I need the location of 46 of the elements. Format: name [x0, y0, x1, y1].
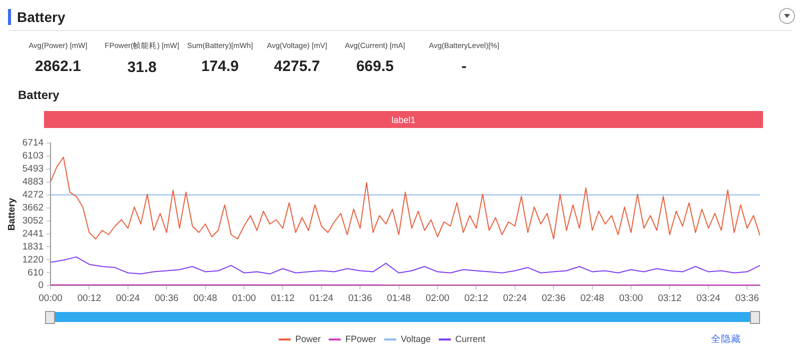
- x-tick-label: 00:12: [77, 292, 102, 304]
- x-tick-label: 00:48: [193, 292, 218, 304]
- y-tick-label: 2441: [22, 228, 44, 240]
- y-tick-label: 3052: [22, 215, 44, 226]
- x-tick-label: 00:00: [38, 292, 62, 304]
- legend-label: FPower: [345, 334, 376, 344]
- x-tick-label: 01:24: [310, 292, 334, 304]
- x-tick-label: 01:12: [270, 292, 295, 304]
- label-strip: label1: [44, 111, 763, 128]
- text: 2862.1: [35, 58, 81, 75]
- text: -: [462, 58, 466, 75]
- y-tick-label: 6714: [22, 138, 44, 149]
- x-tick-label: 03:12: [658, 292, 682, 304]
- y-tick-label: 1220: [22, 254, 44, 266]
- y-axis-title: Battery: [6, 197, 18, 231]
- text: 4275.7: [274, 58, 320, 75]
- legend-label: Current: [455, 334, 486, 344]
- x-tick-label: 01:36: [348, 292, 372, 304]
- x-tick-label: 03:00: [619, 292, 643, 304]
- x-tick-label: 02:00: [426, 292, 450, 304]
- x-tick-label: 03:24: [696, 292, 720, 304]
- x-tick-label: 00:36: [154, 292, 179, 304]
- y-tick-label: 4272: [22, 189, 44, 200]
- x-tick-label: 02:36: [542, 292, 566, 304]
- chart-title: Battery: [18, 88, 60, 102]
- x-tick-label: 00:24: [116, 292, 140, 304]
- y-tick-label: 4883: [22, 176, 44, 188]
- y-tick-label: 610: [28, 267, 44, 278]
- y-tick-label: 6103: [22, 150, 44, 162]
- text: 174.9: [201, 58, 239, 75]
- x-tick-label: 02:24: [503, 292, 527, 304]
- text: 31.8: [127, 59, 157, 76]
- x-tick-label: 01:48: [386, 292, 411, 304]
- y-tick-label: 3662: [22, 202, 44, 214]
- x-tick-label: 02:12: [464, 292, 488, 304]
- text: Battery: [16, 8, 66, 26]
- x-tick-label: 02:48: [580, 292, 604, 304]
- y-tick-label: 5493: [22, 164, 44, 175]
- legend-label: Power: [295, 334, 321, 344]
- text: 全隐藏: [711, 333, 741, 344]
- y-tick-label: 0: [38, 280, 44, 292]
- x-tick-label: 03:36: [735, 292, 759, 304]
- legend-label: Voltage: [400, 334, 431, 344]
- text: 669.5: [356, 58, 394, 75]
- x-tick-label: 01:00: [232, 292, 256, 304]
- y-tick-label: 1831: [22, 241, 44, 252]
